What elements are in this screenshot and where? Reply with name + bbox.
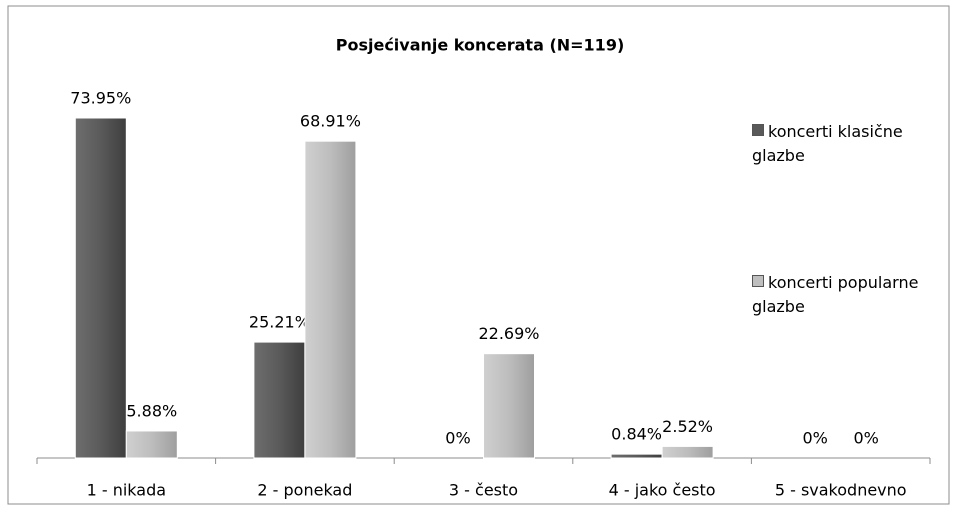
value-label: 68.91% [300,112,361,131]
x-tick-label: 5 - svakodnevno [775,481,907,500]
chart-title: Posjećivanje koncerata (N=119) [336,36,625,55]
legend-swatch [752,275,764,287]
value-label: 0% [854,429,879,448]
x-tick-label: 2 - ponekad [257,481,352,500]
bar [483,353,535,459]
legend-item: koncerti popularne glazbe [752,271,952,319]
value-label: 0.84% [611,425,662,444]
value-label: 5.88% [126,401,177,420]
value-label: 2.52% [662,417,713,436]
value-label: 73.95% [70,89,131,108]
legend-swatch [752,124,764,136]
chart-border [7,5,950,505]
x-tick-label: 1 - nikada [87,481,166,500]
legend-item: koncerti klasične glazbe [752,120,952,168]
legend-label: koncerti klasične glazbe [752,122,903,165]
bar [125,430,178,459]
value-label: 0% [803,429,828,448]
value-label: 22.69% [478,324,539,343]
bar [253,341,306,459]
bar [304,140,357,459]
x-tick-label: 3 - često [449,481,518,500]
value-label: 0% [445,429,470,448]
bar [610,453,663,459]
bar [661,445,714,459]
value-label: 25.21% [249,313,310,332]
x-tick-label: 4 - jako često [609,481,716,500]
bar [74,117,127,459]
legend-label: koncerti popularne glazbe [752,273,919,316]
